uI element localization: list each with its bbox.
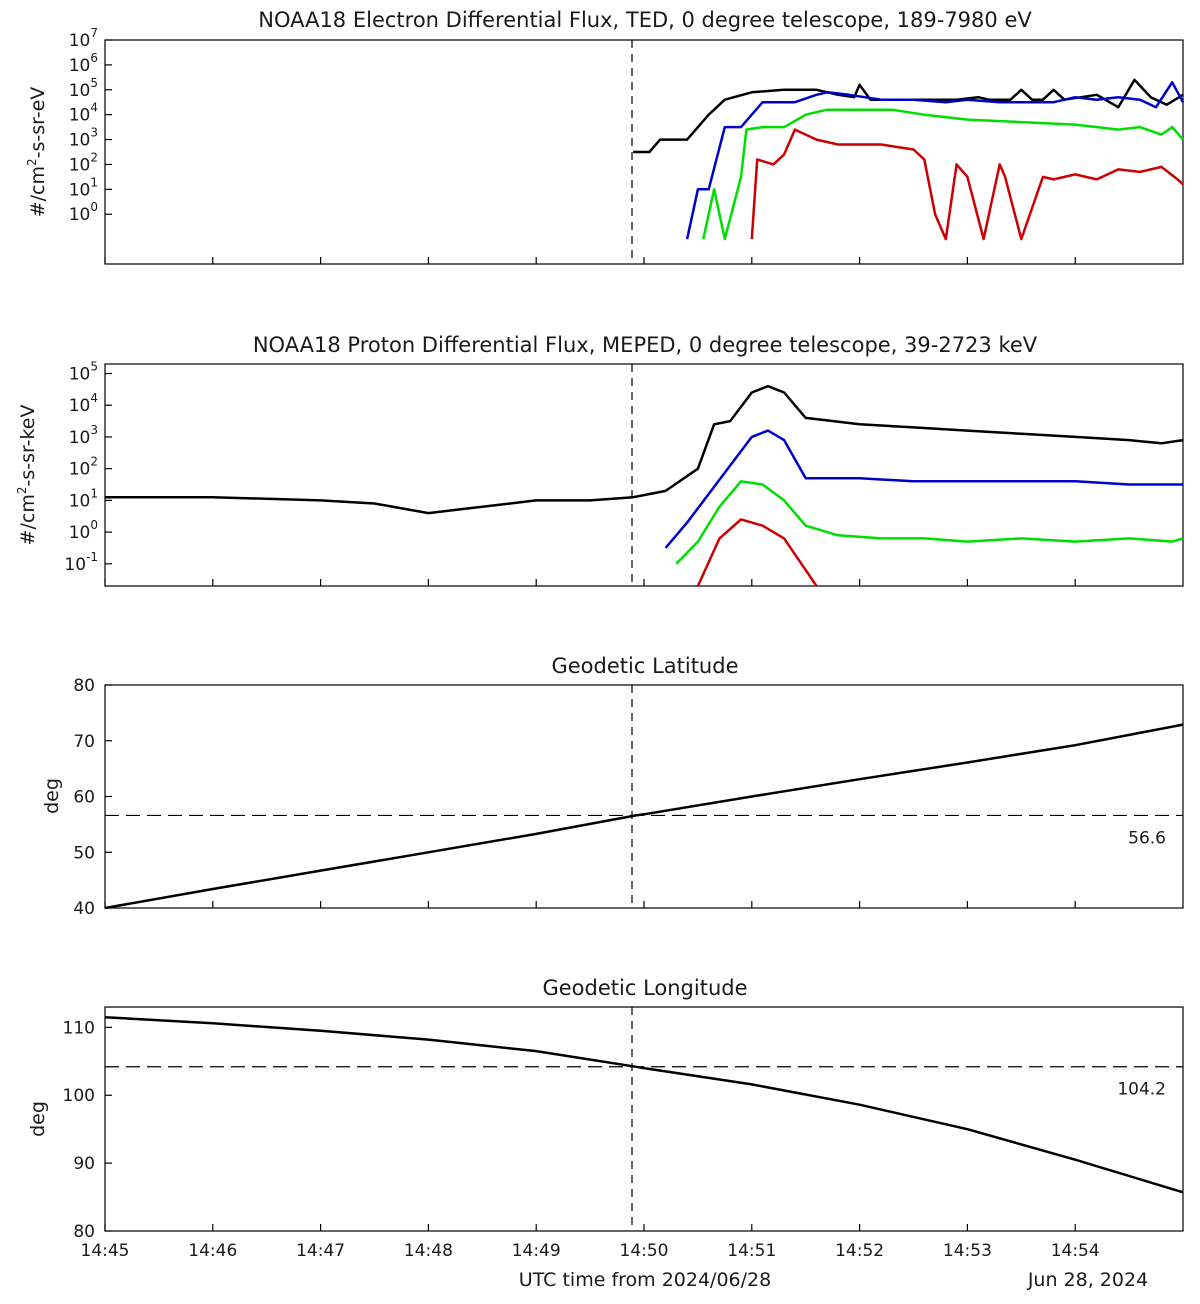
electron-flux-y-tick-label: 100	[69, 200, 98, 225]
proton-flux-y-tick-label: 105	[69, 360, 98, 385]
x-axis-label: UTC time from 2024/06/28	[519, 1269, 771, 1291]
longitude-y-tick-label: 100	[63, 1086, 95, 1106]
proton-flux-axes-frame	[104, 363, 1184, 587]
longitude-series-black	[104, 1015, 1184, 1194]
electron-flux-series	[633, 78, 1185, 241]
latitude-y-tick-label: 80	[73, 676, 95, 696]
date-label: Jun 28, 2024	[1027, 1269, 1148, 1291]
time-tick-labels: 14:45 14:46 14:47 14:48 14:49 14:50 14:51 14:52…	[81, 1241, 1100, 1261]
proton-flux-y-tick-label: 101	[69, 486, 98, 511]
electron-flux-y-tick-label: 106	[69, 51, 98, 76]
latitude-y-tick-label: 40	[73, 899, 95, 919]
time-tick-label: 14:54	[1051, 1241, 1100, 1261]
proton-flux-y-ticks: 10-1 100 101 102 103 104 105	[64, 360, 112, 575]
electron-flux-series-black	[633, 78, 1184, 154]
time-tick-label: 14:45	[81, 1241, 130, 1261]
longitude-y-tick-label: 110	[63, 1018, 95, 1038]
electron-flux-title: NOAA18 Electron Differential Flux, TED, …	[258, 8, 1032, 32]
proton-flux-series	[105, 384, 1184, 587]
time-tick-label: 14:53	[943, 1241, 992, 1261]
latitude-y-ticks: 40 50 60 70 80	[73, 676, 112, 919]
latitude-title: Geodetic Latitude	[551, 654, 738, 678]
longitude-title: Geodetic Longitude	[542, 976, 747, 1000]
proton-flux-title: NOAA18 Proton Differential Flux, MEPED, …	[253, 333, 1038, 357]
proton-flux-y-tick-label: 10-1	[64, 550, 98, 575]
latitude-y-tick-label: 60	[73, 788, 95, 808]
proton-flux-ylabel: #/cm2-s-sr-keV	[15, 405, 39, 546]
proton-flux-y-tick-label: 102	[69, 455, 98, 480]
proton-flux-series-green	[675, 480, 1184, 565]
proton-flux-series-black	[105, 384, 1184, 515]
longitude-y-tick-label: 80	[73, 1222, 95, 1242]
latitude-y-tick-label: 50	[73, 843, 95, 863]
longitude-series	[104, 1015, 1184, 1194]
longitude-axes-frame	[104, 1006, 1184, 1232]
proton-flux-y-tick-label: 104	[69, 391, 98, 416]
proton-flux-series-red	[696, 518, 818, 587]
time-tick-label: 14:49	[512, 1241, 561, 1261]
latitude-panel: Geodetic Latitude deg 40 50 60 70 80 56.6	[41, 654, 1184, 919]
electron-flux-y-tick-label: 101	[69, 175, 98, 200]
time-tick-label: 14:51	[727, 1241, 776, 1261]
latitude-series	[104, 723, 1184, 910]
latitude-reference-label: 56.6	[1128, 828, 1166, 848]
time-tick-label: 14:46	[188, 1241, 237, 1261]
latitude-series-black	[104, 723, 1184, 910]
proton-flux-y-tick-label: 103	[69, 423, 98, 448]
time-tick-label: 14:48	[404, 1241, 453, 1261]
electron-flux-series-red	[750, 128, 1184, 241]
proton-flux-panel: NOAA18 Proton Differential Flux, MEPED, …	[15, 333, 1184, 587]
electron-flux-y-tick-label: 102	[69, 150, 98, 175]
electron-flux-y-tick-label: 103	[69, 126, 98, 151]
latitude-x-ticks	[104, 901, 1076, 908]
latitude-ylabel: deg	[41, 778, 63, 814]
electron-flux-y-tick-label: 105	[69, 76, 98, 101]
svg-text:#/cm2-s-sr-keV: #/cm2-s-sr-keV	[15, 405, 39, 546]
longitude-y-tick-label: 90	[73, 1154, 95, 1174]
proton-flux-series-blue	[664, 429, 1183, 549]
proton-flux-x-ticks	[104, 579, 1076, 586]
proton-flux-y-tick-label: 100	[69, 518, 98, 543]
time-tick-label: 14:52	[835, 1241, 884, 1261]
latitude-y-tick-label: 70	[73, 732, 95, 752]
electron-flux-series-green	[702, 108, 1184, 241]
electron-flux-x-ticks	[104, 257, 1076, 264]
electron-flux-y-tick-label: 104	[69, 101, 98, 126]
electron-flux-y-tick-label: 107	[69, 26, 98, 51]
latitude-axes-frame	[104, 684, 1184, 909]
longitude-ylabel: deg	[27, 1101, 49, 1137]
electron-flux-series-blue	[685, 81, 1185, 240]
svg-text:#/cm2-s-sr-eV: #/cm2-s-sr-eV	[25, 87, 49, 218]
electron-flux-panel: NOAA18 Electron Differential Flux, TED, …	[25, 8, 1185, 265]
longitude-y-ticks: 80 90 100 110	[63, 1018, 112, 1242]
longitude-x-ticks	[104, 1224, 1076, 1231]
time-tick-label: 14:47	[296, 1241, 345, 1261]
time-tick-label: 14:50	[620, 1241, 669, 1261]
electron-flux-ylabel: #/cm2-s-sr-eV	[25, 87, 49, 218]
longitude-reference-label: 104.2	[1117, 1080, 1166, 1100]
